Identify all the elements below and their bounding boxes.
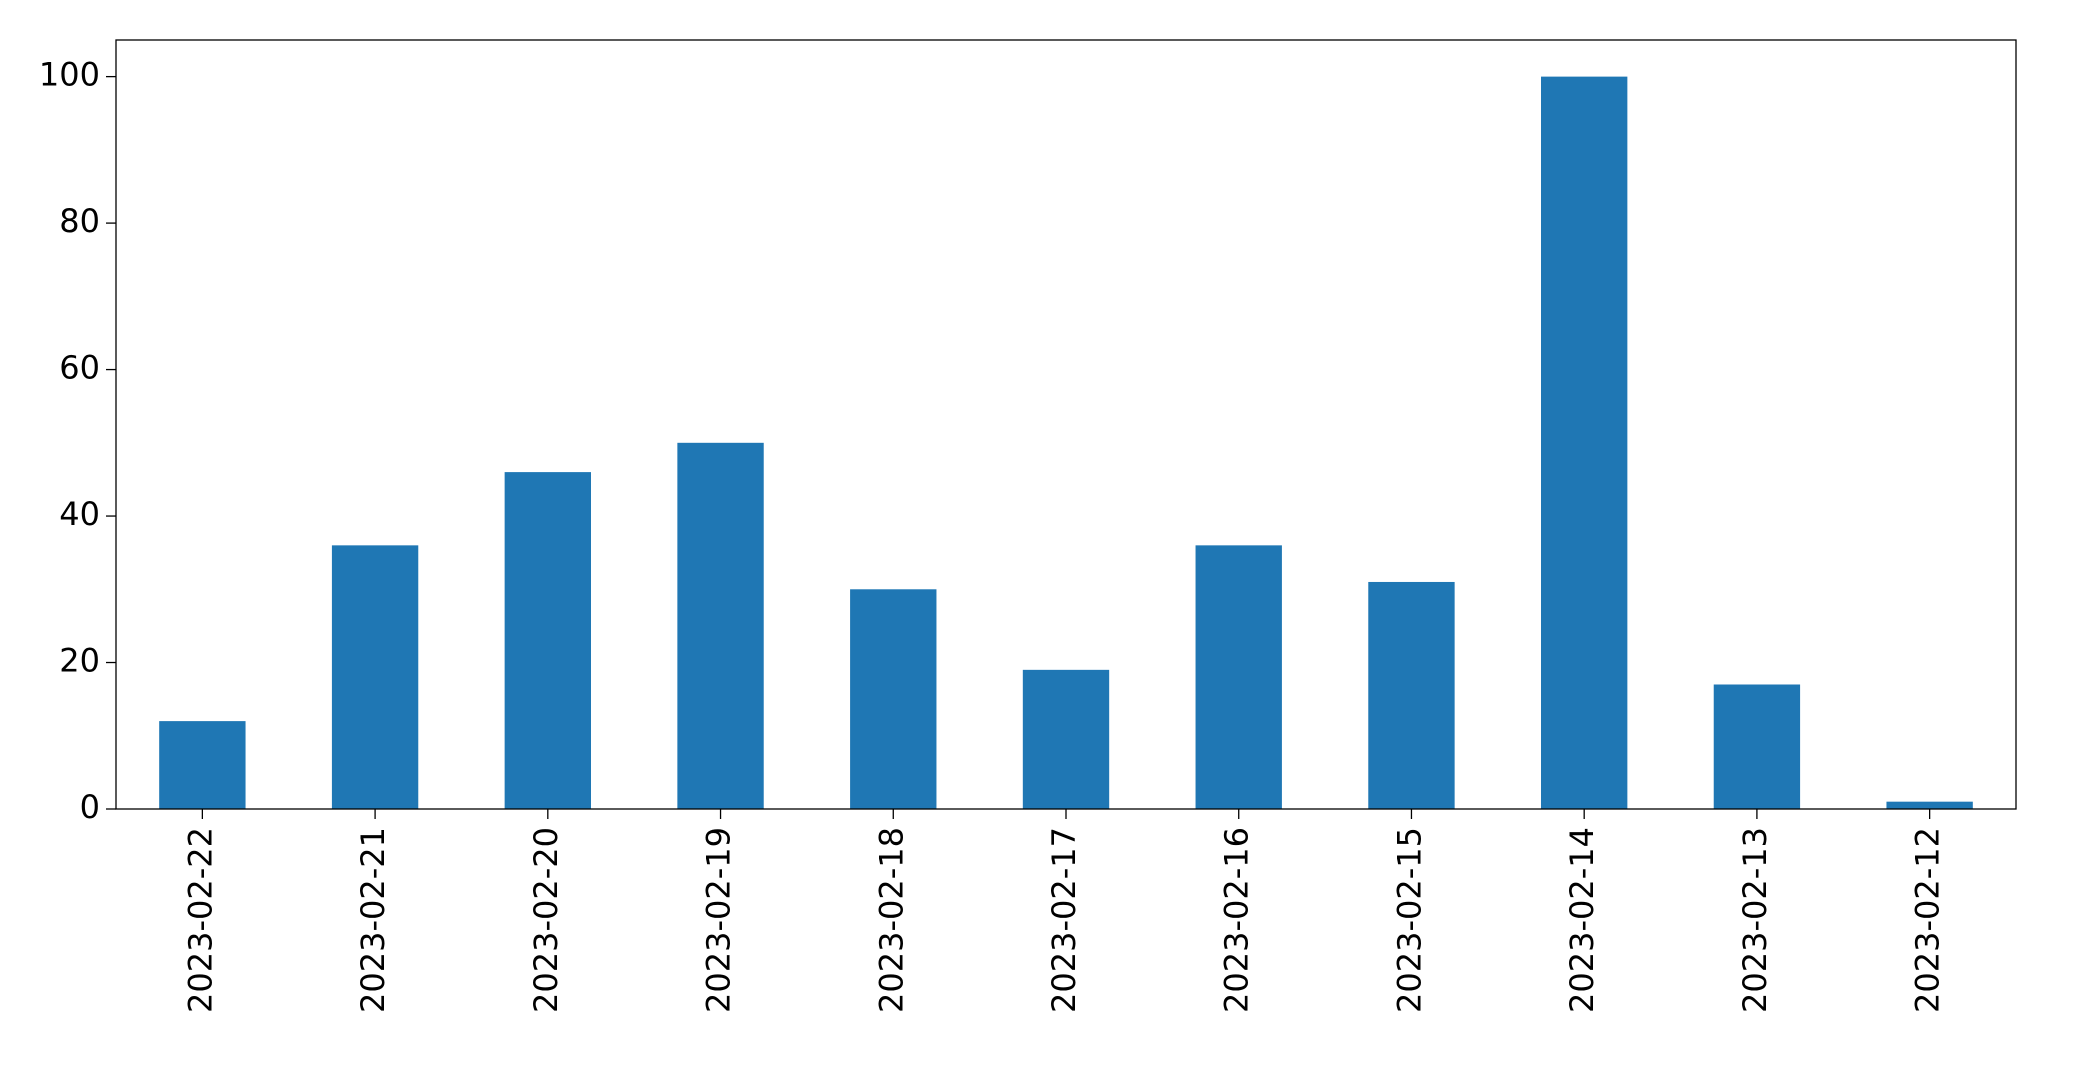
bar [504,472,591,809]
bar [850,589,937,809]
x-tick-label: 2023-02-13 [1736,827,1774,1013]
x-tick-label: 2023-02-18 [872,827,910,1013]
bar [1713,684,1801,809]
bar [1195,545,1282,809]
bar [1886,801,1973,809]
y-tick-label: 100 [39,56,100,94]
y-tick-label: 60 [59,349,100,387]
x-tick-label: 2023-02-21 [354,827,392,1013]
y-tick-label: 0 [80,788,100,826]
x-tick-label: 2023-02-20 [527,827,565,1013]
bar [1022,669,1110,809]
bar [677,442,764,809]
bar [1541,76,1628,810]
bar [159,721,246,809]
x-tick-label: 2023-02-22 [181,827,219,1013]
x-tick-label: 2023-02-17 [1045,827,1083,1013]
y-tick-label: 20 [59,642,100,680]
x-tick-label: 2023-02-16 [1218,827,1256,1013]
bar [1368,581,1455,809]
y-tick-label: 80 [59,202,100,240]
bar [331,545,419,809]
y-tick-label: 40 [59,495,100,533]
plot-frame [115,39,2017,810]
x-tick-label: 2023-02-15 [1390,827,1428,1013]
x-tick-label: 2023-02-12 [1909,827,1947,1013]
x-tick-label: 2023-02-14 [1563,827,1601,1013]
x-tick-label: 2023-02-19 [700,827,738,1013]
